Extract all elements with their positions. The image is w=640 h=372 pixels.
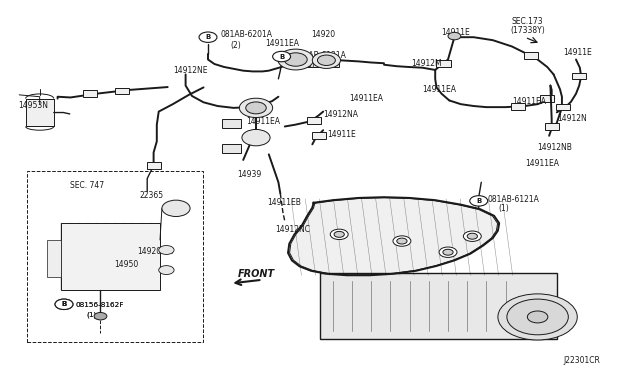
Bar [524,52,538,59]
Circle shape [284,53,307,66]
Circle shape [467,233,477,239]
Text: 14911EA: 14911EA [266,39,300,48]
Text: 14912M: 14912M [412,59,442,68]
Circle shape [199,32,217,42]
Bar [115,88,129,94]
Circle shape [507,299,568,335]
Text: (1): (1) [304,60,315,69]
Bar [83,90,97,97]
Text: 14911E: 14911E [442,28,470,37]
Bar [540,95,554,102]
Circle shape [162,200,190,217]
Circle shape [239,98,273,118]
Text: (17338Y): (17338Y) [511,26,545,35]
Circle shape [448,32,461,40]
Text: 14912N: 14912N [557,114,586,123]
Circle shape [55,299,73,310]
Bar [307,117,321,124]
Text: 14920: 14920 [312,30,336,39]
Text: J22301CR: J22301CR [563,356,600,365]
Text: 22365: 22365 [140,191,164,200]
Text: 14912NC: 14912NC [275,225,310,234]
Circle shape [470,196,488,206]
Bar [320,273,557,339]
Text: 14911E: 14911E [328,130,356,139]
Bar [285,61,339,67]
Text: 14911EA: 14911EA [512,97,546,106]
Bar [511,103,525,110]
Circle shape [317,55,335,65]
Bar [61,223,160,290]
Circle shape [55,299,73,310]
Bar [436,60,451,67]
Circle shape [159,246,174,254]
Polygon shape [288,197,499,275]
Text: 081AB-6201A: 081AB-6201A [221,30,273,39]
Circle shape [463,231,481,241]
Bar [545,123,559,130]
Circle shape [312,52,340,68]
Bar [222,144,241,153]
Text: 08156-8162F: 08156-8162F [76,302,124,308]
Circle shape [246,102,266,114]
Circle shape [397,238,407,244]
Text: SEC.173: SEC.173 [512,17,543,26]
Bar [222,119,241,128]
Text: FRONT: FRONT [238,269,275,279]
Text: B: B [61,301,67,307]
Text: 14912NE: 14912NE [173,65,207,74]
Bar [47,240,61,277]
Text: 08156-8162F: 08156-8162F [76,302,124,308]
Bar [556,104,570,110]
Text: 14912NB: 14912NB [538,143,572,152]
Circle shape [527,311,548,323]
Circle shape [159,266,174,275]
Text: SEC. 747: SEC. 747 [70,181,104,190]
Circle shape [278,49,314,70]
Circle shape [334,231,344,237]
Text: 14950: 14950 [114,260,138,269]
Text: (2): (2) [230,41,241,49]
Circle shape [330,229,348,240]
Text: 081AB-6121A: 081AB-6121A [488,195,540,204]
Text: B: B [279,54,284,60]
Bar [26,99,54,126]
Text: B: B [476,198,481,204]
Text: 14920+A: 14920+A [138,247,173,256]
Circle shape [498,294,577,340]
Text: B: B [61,301,67,307]
Bar [147,162,161,169]
Text: (1): (1) [498,204,509,213]
Bar [27,171,203,342]
Text: 14911EA: 14911EA [349,94,383,103]
Text: 14912NA: 14912NA [323,110,358,119]
Text: 14911EA: 14911EA [525,159,559,168]
Text: 14911EA: 14911EA [422,85,456,94]
Bar [572,73,586,79]
Circle shape [273,51,291,62]
Circle shape [439,247,457,257]
Text: B: B [205,34,211,40]
Text: 14953N: 14953N [18,101,48,110]
Bar [312,132,326,139]
Circle shape [242,129,270,146]
Text: (1): (1) [86,311,97,318]
Text: 14911EB: 14911EB [268,198,301,206]
Text: 14911E: 14911E [563,48,592,57]
Text: (1): (1) [86,311,97,318]
Text: 14939: 14939 [237,170,261,179]
Circle shape [94,312,107,320]
Text: 14911EA: 14911EA [246,117,280,126]
Text: 081AB-6121A: 081AB-6121A [294,51,346,60]
Circle shape [443,249,453,255]
Circle shape [393,236,411,246]
